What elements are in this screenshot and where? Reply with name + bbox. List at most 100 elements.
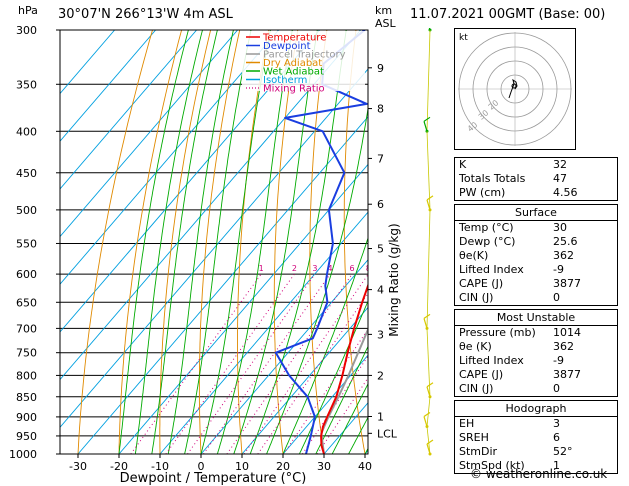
- wet-adiabat-line: [134, 30, 203, 454]
- temperature-line: [320, 282, 368, 454]
- row-label: EH: [459, 417, 475, 430]
- row-label: StmSpd (kt): [459, 459, 525, 472]
- wind-profile-line: [426, 426, 431, 455]
- hpa-label: hPa: [18, 4, 38, 17]
- mixing-ratio-line: [257, 292, 368, 454]
- isotherm-line: [60, 30, 279, 285]
- dry-adiabat-line: [309, 30, 328, 454]
- isotherm-line: [77, 116, 368, 454]
- wind-profile-line: [426, 396, 431, 427]
- mixing-ratio-label: 1: [259, 264, 264, 273]
- pressure-tick-label: 600: [16, 268, 37, 281]
- row-label: SREH: [459, 431, 489, 444]
- row-value: 25.6: [553, 235, 578, 248]
- surface-table: Surface Temp (°C) 30 Dewp (°C) 25.6 θe(K) 362…: [454, 204, 618, 306]
- dry-adiabat-line: [118, 30, 183, 454]
- indices-panel: K 32 Totals Totals 47 PW (cm) 4.56 Surface Te…: [454, 157, 618, 477]
- legend-entry: Temperature: [262, 33, 326, 44]
- mixing-ratio-line: [243, 273, 368, 454]
- wind-profile-line: [426, 29, 431, 132]
- isotherm-line: [200, 259, 368, 454]
- row-label: θe(K): [459, 249, 489, 262]
- wind-barb: [426, 439, 434, 456]
- wet-adiabat-line: [233, 30, 318, 454]
- row-label: StmDir: [459, 445, 498, 458]
- pressure-tick-label: 1000: [9, 448, 37, 461]
- wet-adiabat-line: [331, 382, 368, 454]
- pressure-tick-label: 550: [16, 237, 37, 250]
- legend-entry: Parcel Trajectory: [263, 50, 346, 61]
- pressure-tick-label: 800: [16, 369, 37, 382]
- isotherm-line: [60, 68, 368, 428]
- wet-adiabat-line: [315, 345, 368, 454]
- isotherm-line: [60, 30, 197, 190]
- temperature-tick-label: 0: [198, 460, 205, 473]
- plot-frame: [59, 29, 369, 455]
- wind-barbs: [423, 28, 434, 456]
- row-label: θe (K): [459, 340, 492, 353]
- temperature-tick-label: 20: [276, 460, 290, 473]
- dry-adiabat-line: [343, 30, 366, 454]
- pressure-tick-label: 650: [16, 296, 37, 309]
- row-label: Lifted Index: [459, 354, 524, 367]
- mixing-ratio-label: 6: [350, 264, 355, 273]
- height-tick-label: 7: [377, 152, 384, 165]
- mixing-ratio-label: 4: [327, 264, 332, 273]
- row-value: 32: [553, 158, 567, 171]
- isotherm-line: [60, 30, 238, 238]
- wind-profile-line: [426, 209, 431, 329]
- hodograph-trace: [508, 78, 518, 99]
- row-label: Dewp (°C): [459, 235, 516, 248]
- surface-title: Surface: [455, 205, 617, 221]
- mixing-ratio-line: [316, 377, 368, 454]
- row-value: 0: [553, 291, 560, 304]
- table-row: StmSpd (kt) 1: [455, 459, 617, 473]
- legend-entry: Mixing Ratio: [263, 84, 325, 95]
- row-value: -9: [553, 263, 564, 276]
- table-row: CIN (J) 0: [455, 382, 617, 396]
- row-value: 362: [553, 249, 574, 262]
- wet-adiabat-line: [184, 30, 252, 454]
- dewpoint-line: [274, 30, 368, 454]
- height-tick-label: 1: [377, 411, 384, 424]
- table-row: CIN (J) 0: [455, 291, 617, 305]
- row-label: Pressure (mb): [459, 326, 536, 339]
- hodograph-unit-label: kt: [459, 33, 468, 43]
- height-tick-label: 6: [377, 198, 384, 211]
- temperature-tick-label: -20: [110, 460, 128, 473]
- wet-adiabat-line: [118, 30, 189, 454]
- temperature-tick-label: 40: [358, 460, 372, 473]
- isotherm-line: [159, 211, 368, 454]
- km-label: km: [375, 4, 393, 17]
- wet-adiabat-line: [167, 30, 234, 454]
- row-value: 6: [553, 431, 560, 444]
- table-row: θe (K) 362: [455, 340, 617, 354]
- hodograph-table-title: Hodograph: [455, 401, 617, 417]
- table-row: Dewp (°C) 25.6: [455, 235, 617, 249]
- mixing-ratio-axis-label: Mixing Ratio (g/kg): [387, 223, 401, 336]
- mixing-ratio-line: [187, 273, 316, 454]
- most-unstable-table: Most Unstable Pressure (mb) 1014 θe (K) 362…: [454, 309, 618, 397]
- table-row: Lifted Index -9: [455, 263, 617, 277]
- row-value: 1014: [553, 326, 581, 339]
- row-label: CAPE (J): [459, 277, 504, 290]
- table-row: θe(K) 362: [455, 249, 617, 263]
- height-tick-label: 5: [377, 243, 384, 256]
- mixing-ratio-line: [165, 273, 295, 454]
- height-tick-label: LCL: [377, 427, 398, 440]
- wind-barb: [423, 412, 431, 429]
- mixing-ratio-label: 2: [292, 264, 297, 273]
- row-label: Totals Totals: [459, 172, 526, 185]
- legend-background: [242, 31, 365, 91]
- pressure-tick-label: 400: [16, 125, 37, 138]
- pressure-tick-label: 500: [16, 204, 37, 217]
- dry-adiabat-line: [273, 30, 299, 454]
- legend-entry: Dry Adiabat: [263, 58, 322, 69]
- wet-adiabat-line: [266, 105, 368, 454]
- table-row: Totals Totals 47: [455, 172, 617, 186]
- table-row: StmDir 52°: [455, 445, 617, 459]
- dry-adiabat-line: [198, 30, 241, 454]
- x-axis-label: Dewpoint / Temperature (°C): [120, 471, 307, 486]
- legend-entry: Wet Adiabat: [263, 67, 324, 78]
- row-label: K: [459, 158, 467, 171]
